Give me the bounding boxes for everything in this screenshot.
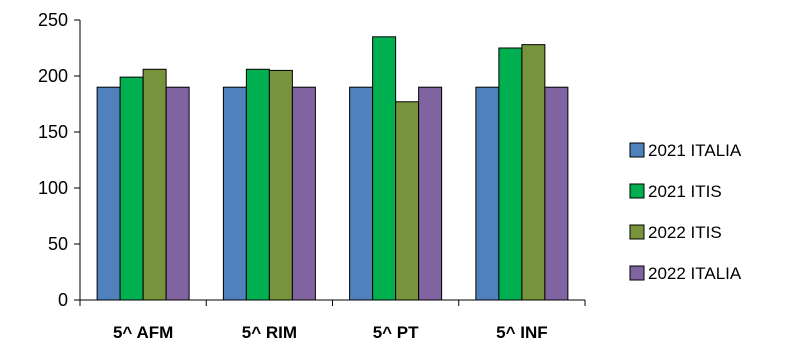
- bar: [395, 101, 420, 301]
- bar: [222, 86, 247, 301]
- bar: [165, 86, 190, 301]
- y-tick-label: 0: [58, 290, 68, 310]
- y-tick-label: 150: [38, 122, 68, 142]
- legend-label: 2021 ITIS: [648, 182, 722, 201]
- legend-label: 2022 ITALIA: [648, 264, 742, 283]
- bar: [291, 86, 316, 301]
- bar: [245, 68, 270, 301]
- legend-label: 2021 ITALIA: [648, 141, 742, 160]
- category-label: 5^ INF: [496, 323, 548, 342]
- y-tick-label: 100: [38, 178, 68, 198]
- bar: [142, 68, 167, 301]
- legend-label: 2022 ITIS: [648, 223, 722, 242]
- bar: [268, 69, 293, 301]
- y-tick-label: 50: [48, 234, 68, 254]
- y-tick-label: 250: [38, 10, 68, 30]
- bar: [498, 47, 523, 301]
- plot-area: 0 50 100 150 200 250 5^ AFM 5^ RIM 5^ PT 5^ INF: [38, 10, 586, 342]
- y-tick-label: 200: [38, 66, 68, 86]
- bar: [96, 86, 121, 301]
- legend-swatch: [629, 224, 645, 240]
- bar: [349, 86, 374, 301]
- category-label: 5^ RIM: [242, 323, 297, 342]
- bar: [544, 86, 569, 301]
- legend-swatch: [629, 265, 645, 281]
- bar: [475, 86, 500, 301]
- legend-swatch: [629, 183, 645, 199]
- bar: [418, 86, 443, 301]
- bar: [521, 44, 546, 301]
- bar: [372, 36, 397, 301]
- legend-swatch: [629, 142, 645, 158]
- category-label: 5^ AFM: [113, 323, 173, 342]
- bar: [119, 76, 144, 301]
- category-label: 5^ PT: [373, 323, 419, 342]
- legend: 2021 ITALIA 2021 ITIS 2022 ITIS 2022 ITALIA: [629, 141, 742, 283]
